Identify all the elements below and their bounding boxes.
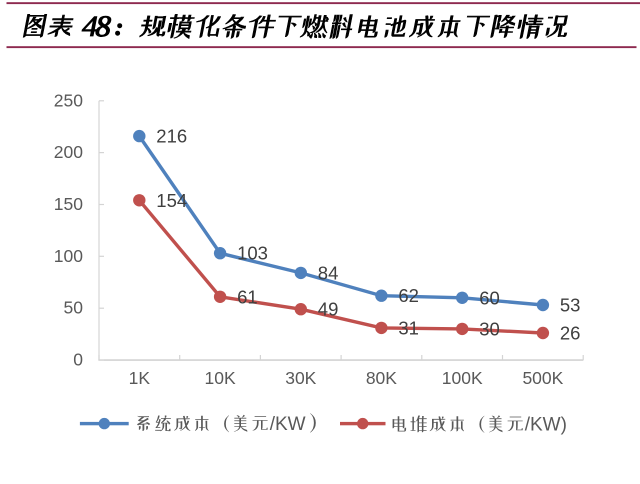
svg-text:53: 53 [560, 295, 581, 316]
svg-text:26: 26 [560, 323, 581, 344]
svg-text:10K: 10K [205, 368, 236, 388]
svg-text:100: 100 [54, 246, 83, 266]
svg-text:84: 84 [318, 262, 339, 283]
svg-text:60: 60 [479, 287, 500, 308]
svg-text:30K: 30K [285, 368, 316, 388]
svg-text:250: 250 [54, 90, 83, 110]
svg-text:500K: 500K [522, 368, 563, 388]
svg-text:31: 31 [398, 317, 419, 338]
svg-text:/KW): /KW) [525, 415, 567, 436]
svg-text:150: 150 [54, 194, 83, 214]
svg-text:62: 62 [398, 285, 419, 306]
svg-text:61: 61 [237, 286, 258, 307]
svg-text:/KW: /KW [270, 414, 306, 435]
svg-text:216: 216 [156, 126, 187, 147]
svg-text:30: 30 [479, 318, 500, 339]
svg-text:0: 0 [73, 350, 83, 370]
svg-text:49: 49 [318, 299, 339, 320]
svg-text:200: 200 [54, 142, 83, 162]
svg-text:154: 154 [156, 190, 187, 211]
svg-text:80K: 80K [366, 368, 397, 388]
svg-text:50: 50 [64, 298, 84, 318]
svg-text:103: 103 [237, 243, 268, 264]
svg-text:100K: 100K [442, 368, 483, 388]
svg-text:1K: 1K [129, 368, 151, 388]
